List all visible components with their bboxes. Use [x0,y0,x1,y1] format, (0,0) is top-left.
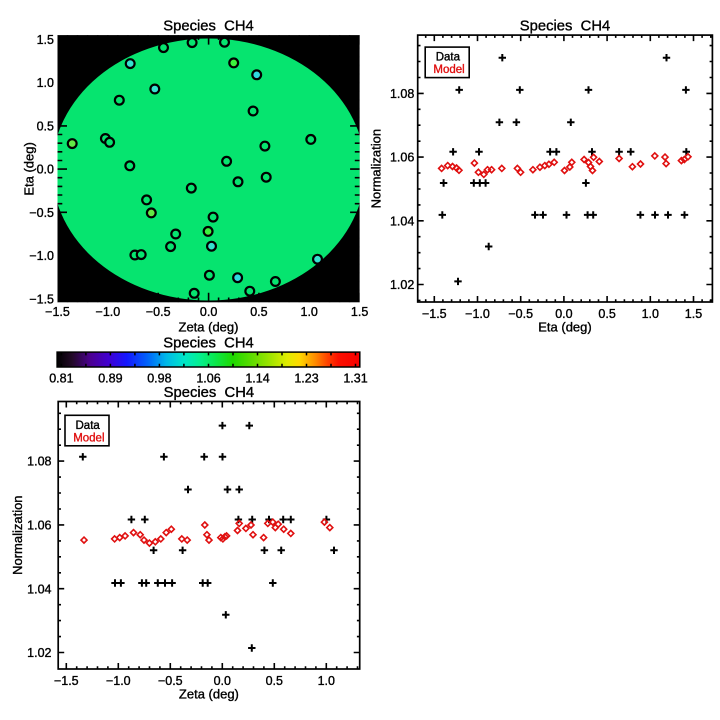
svg-text:1.14: 1.14 [245,372,269,386]
svg-text:−1.0: −1.0 [465,307,490,321]
svg-text:0.5: 0.5 [598,307,615,321]
svg-text:0.81: 0.81 [49,372,73,386]
svg-text:Normalization: Normalization [10,495,25,574]
svg-text:−1.0: −1.0 [29,249,54,263]
svg-text:Eta (deg): Eta (deg) [22,142,37,195]
svg-text:−1.5: −1.5 [29,292,54,306]
svg-text:1.0: 1.0 [301,305,318,319]
svg-text:0.0: 0.0 [37,163,54,177]
svg-text:−0.5: −0.5 [29,206,54,220]
svg-text:−0.5: −0.5 [508,307,533,321]
svg-text:1.06: 1.06 [27,519,51,533]
svg-text:−1.5: −1.5 [422,307,447,321]
svg-text:0.5: 0.5 [37,120,54,134]
svg-text:Model: Model [433,64,464,76]
svg-text:Model: Model [73,432,104,444]
svg-text:−1.0: −1.0 [106,674,131,688]
svg-text:−1.5: −1.5 [45,305,70,319]
svg-text:Data: Data [436,52,461,64]
svg-text:1.02: 1.02 [27,646,51,660]
svg-text:Data: Data [76,420,101,432]
svg-text:Species CH4: Species CH4 [163,18,253,34]
svg-text:1.08: 1.08 [27,455,51,469]
svg-text:0.5: 0.5 [250,305,267,319]
svg-text:Species CH4: Species CH4 [163,336,253,352]
svg-text:1.0: 1.0 [642,307,659,321]
svg-text:1.23: 1.23 [294,372,318,386]
svg-text:1.31: 1.31 [343,372,367,386]
svg-text:Zeta (deg): Zeta (deg) [179,319,239,334]
svg-text:0.0: 0.0 [214,674,231,688]
svg-text:1.0: 1.0 [37,76,54,90]
svg-text:Normalization: Normalization [369,129,384,208]
svg-text:−1.5: −1.5 [54,674,79,688]
svg-text:1.5: 1.5 [685,307,702,321]
svg-text:1.0: 1.0 [318,674,335,688]
svg-text:1.02: 1.02 [390,278,414,292]
svg-text:Species CH4: Species CH4 [520,18,610,34]
svg-text:0.98: 0.98 [147,372,171,386]
svg-text:−0.5: −0.5 [158,674,183,688]
svg-text:1.08: 1.08 [390,87,414,101]
svg-text:1.06: 1.06 [196,372,220,386]
svg-text:1.04: 1.04 [27,582,51,596]
svg-text:1.5: 1.5 [351,305,368,319]
svg-text:0.89: 0.89 [98,372,122,386]
svg-text:0.0: 0.0 [555,307,572,321]
svg-text:Eta (deg): Eta (deg) [538,320,591,335]
svg-text:Species CH4: Species CH4 [164,385,254,401]
svg-text:1.04: 1.04 [390,214,414,228]
svg-text:0.0: 0.0 [200,305,217,319]
svg-text:−1.0: −1.0 [96,305,121,319]
svg-text:Zeta (deg): Zeta (deg) [179,687,239,702]
svg-text:−0.5: −0.5 [146,305,171,319]
svg-text:1.5: 1.5 [37,33,54,47]
svg-text:0.5: 0.5 [266,674,283,688]
svg-text:1.06: 1.06 [390,151,414,165]
